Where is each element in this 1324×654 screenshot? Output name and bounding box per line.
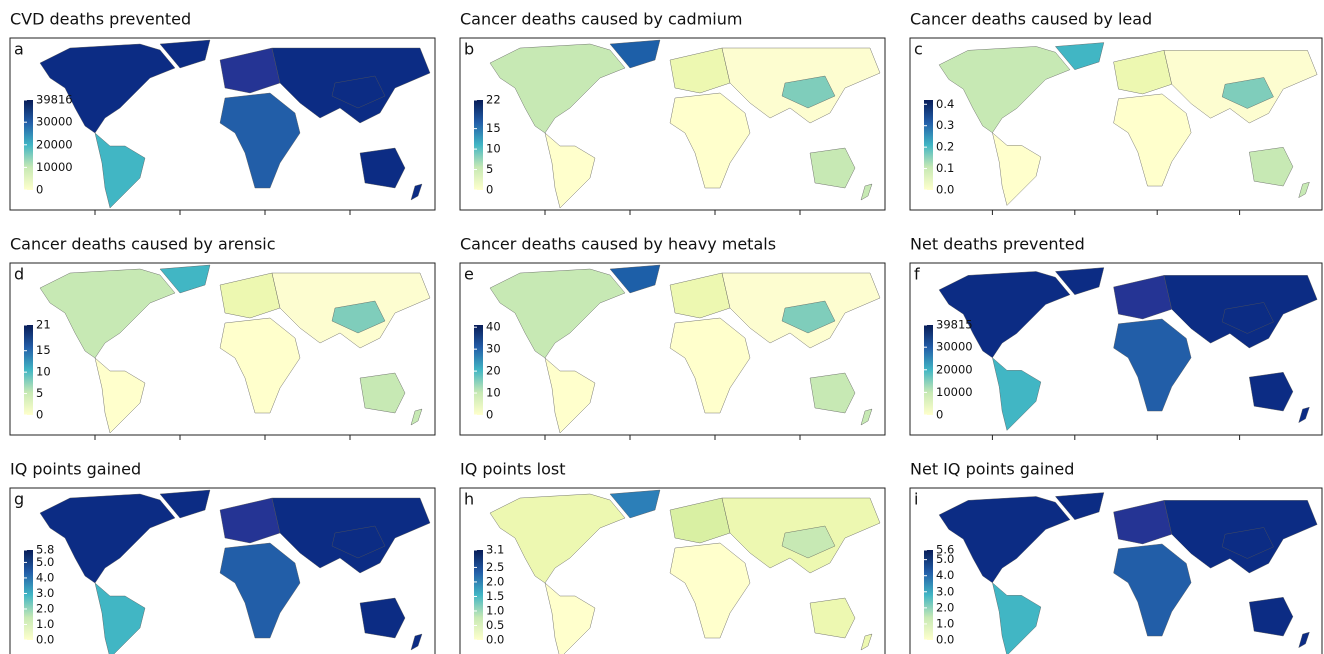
colorbar-tick-label: 10 xyxy=(486,386,501,400)
world-map xyxy=(40,40,430,208)
colorbar-tick-label: 5.0 xyxy=(36,555,54,569)
colorbar-tick-label: 20000 xyxy=(936,362,973,376)
map-panel: Cancer deaths caused by arensic d 0 5 10 15 21 xyxy=(10,235,435,441)
colorbar-tick-label: 2.5 xyxy=(486,560,504,574)
colorbar-tick-label: 39816 xyxy=(36,93,73,107)
panel-letter: c xyxy=(914,40,923,59)
panel-title: Cancer deaths caused by cadmium xyxy=(460,10,742,29)
colorbar-tick-label: 0.4 xyxy=(936,97,954,111)
panel-title: CVD deaths prevented xyxy=(10,10,191,29)
colorbar-tick-label: 0 xyxy=(936,408,943,422)
colorbar-tick-label: 3.1 xyxy=(486,543,504,557)
colorbar-tick-label: 0 xyxy=(36,408,43,422)
map-panel: Cancer deaths caused by heavy metals e 0 10… xyxy=(460,235,885,441)
colorbar xyxy=(924,550,933,640)
colorbar-tick-label: 10000 xyxy=(36,160,73,174)
colorbar-tick-label: 1.5 xyxy=(486,589,504,603)
colorbar-tick-label: 1.0 xyxy=(36,617,54,631)
colorbar-tick-label: 1.0 xyxy=(936,616,954,630)
world-map xyxy=(490,40,880,208)
colorbar-tick-label: 5 xyxy=(486,162,493,176)
colorbar-tick-label: 10 xyxy=(36,365,51,379)
colorbar-tick-label: 22 xyxy=(486,93,501,107)
map-panel: Cancer deaths caused by cadmium b 0 5 10 15 22 xyxy=(460,10,885,216)
colorbar-tick-label: 30000 xyxy=(936,340,973,354)
colorbar-tick-label: 15 xyxy=(486,121,501,135)
world-map xyxy=(939,493,1317,654)
colorbar-tick-label: 0.0 xyxy=(936,633,954,647)
figure: CVD deaths preventeda0100002000030000398… xyxy=(0,0,1324,654)
colorbar xyxy=(24,550,33,640)
panel-letter: i xyxy=(914,490,918,509)
panel-title: IQ points lost xyxy=(460,460,565,479)
colorbar-tick-label: 1.0 xyxy=(486,603,504,617)
panel-title: Cancer deaths caused by heavy metals xyxy=(460,235,776,254)
colorbar-tick-label: 15 xyxy=(36,343,51,357)
colorbar-tick-label: 0.0 xyxy=(486,633,504,647)
colorbar-tick-label: 2.0 xyxy=(36,601,54,615)
colorbar xyxy=(474,100,483,190)
colorbar-tick-label: 3.0 xyxy=(936,584,954,598)
panel-title: Cancer deaths caused by arensic xyxy=(10,235,276,254)
panel-title: Net IQ points gained xyxy=(910,460,1074,479)
colorbar-tick-label: 0 xyxy=(36,183,43,197)
world-map xyxy=(40,265,430,433)
colorbar xyxy=(24,325,33,415)
colorbar xyxy=(924,100,933,190)
colorbar-tick-label: 0.0 xyxy=(936,183,954,197)
map-panel: Net deaths prevented f 0 10000 20000 30000 398… xyxy=(910,235,1322,441)
world-map xyxy=(490,490,880,654)
panel-title: Cancer deaths caused by lead xyxy=(910,10,1152,29)
colorbar-tick-label: 5.8 xyxy=(36,543,54,557)
panel-letter: f xyxy=(914,265,920,284)
world-map xyxy=(939,43,1317,206)
colorbar-tick-label: 20 xyxy=(486,364,501,378)
panel-letter: a xyxy=(14,40,24,59)
colorbar-tick-label: 30 xyxy=(486,342,501,356)
colorbar-tick-label: 10000 xyxy=(936,385,973,399)
colorbar-tick-label: 2.0 xyxy=(486,574,504,588)
colorbar-tick-label: 0 xyxy=(486,408,493,422)
colorbar-tick-label: 0 xyxy=(486,183,493,197)
panel-letter: d xyxy=(14,265,24,284)
colorbar-tick-label: 0.0 xyxy=(36,633,54,647)
map-panel: IQ points lost h 0.00.51.01.52.02.5 3.1 xyxy=(460,460,885,654)
panel-letter: e xyxy=(464,265,474,284)
colorbar-tick-label: 4.0 xyxy=(36,570,54,584)
panel-title: IQ points gained xyxy=(10,460,141,479)
colorbar-tick-label: 5 xyxy=(36,386,43,400)
map-panel: CVD deaths prevented a 0 10000 20000 30000 398… xyxy=(10,10,435,216)
colorbar-tick-label: 0.2 xyxy=(936,140,954,154)
colorbar xyxy=(474,550,483,640)
map-panel: Cancer deaths caused by lead c 0.0 0.1 0.2 0.… xyxy=(910,10,1322,216)
colorbar-tick-label: 3.0 xyxy=(36,586,54,600)
colorbar xyxy=(474,325,483,415)
panel-letter: h xyxy=(464,490,474,509)
panel-letter: b xyxy=(464,40,474,59)
colorbar-tick-label: 2.0 xyxy=(936,600,954,614)
colorbar-tick-label: 0.1 xyxy=(936,161,954,175)
colorbar-tick-label: 30000 xyxy=(36,115,73,129)
map-panel: IQ points gained g 0.0 1.0 2.03.0 4.05.05.8 xyxy=(10,460,435,654)
colorbar-tick-label: 5.6 xyxy=(936,543,954,557)
world-map xyxy=(40,490,430,654)
colorbar-tick-label: 0.3 xyxy=(936,118,954,132)
colorbar-tick-label: 4.0 xyxy=(936,568,954,582)
panel-letter: g xyxy=(14,490,24,509)
world-map xyxy=(490,265,880,433)
map-panel: Net IQ points gainedi0.01.02.03.04.05.05… xyxy=(910,460,1322,654)
colorbar-tick-label: 20000 xyxy=(36,137,73,151)
world-map xyxy=(939,268,1317,431)
colorbar-tick-label: 10 xyxy=(486,142,501,156)
colorbar-tick-label: 21 xyxy=(36,318,51,332)
colorbar-tick-label: 39815 xyxy=(936,318,973,332)
colorbar-tick-label: 0.5 xyxy=(486,618,504,632)
panel-title: Net deaths prevented xyxy=(910,235,1085,254)
colorbar-tick-label: 40 xyxy=(486,320,501,334)
